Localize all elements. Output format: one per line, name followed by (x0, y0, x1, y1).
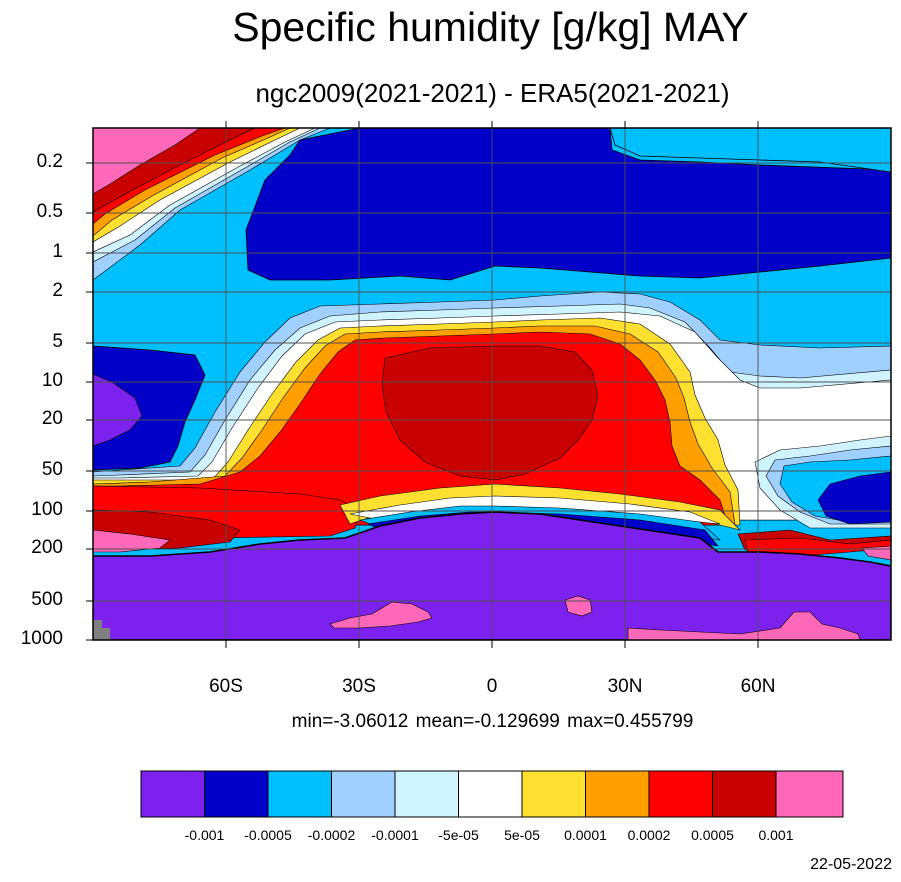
x-tick-label: 30S (342, 676, 376, 697)
colorbar-swatch-2 (204, 770, 269, 818)
x-tick-label: 60S (209, 676, 243, 697)
y-tick-label: 5 (52, 331, 63, 352)
y-tick-label: 500 (31, 589, 63, 610)
colorbar-swatch-8 (585, 770, 650, 818)
y-tick-label: 10 (41, 370, 63, 391)
chart-title: Specific humidity [g/kg] MAY (232, 4, 749, 50)
colorbar-swatch-6 (458, 770, 523, 818)
colorbar-swatch-1 (140, 770, 205, 818)
colorbar-swatch-10 (712, 770, 777, 818)
colorbar-swatch-3 (267, 770, 332, 818)
x-tick-label: 60N (740, 676, 776, 697)
y-tick-label: 2 (52, 280, 63, 301)
colorbar-label: 5e-05 (504, 827, 540, 843)
colorbar-swatch-9 (648, 770, 713, 818)
colorbar-label: 0.001 (758, 827, 794, 843)
colorbar-label: -5e-05 (438, 827, 479, 843)
y-tick-label: 0.2 (36, 151, 63, 172)
colorbar-swatch-5 (394, 770, 459, 818)
x-tick-label: 0 (486, 676, 498, 697)
colorbar-label: -0.0002 (307, 827, 356, 843)
colorbar-label: -0.0001 (371, 827, 419, 843)
colorbar (140, 770, 844, 818)
grid-lines (93, 128, 891, 640)
colorbar-label: 0.0001 (564, 827, 607, 843)
colorbar-swatch-11 (775, 770, 844, 818)
stats-line: min=-3.06012 mean=-0.129699 max=0.455799 (291, 711, 694, 732)
colorbar-label: 0.0005 (691, 827, 734, 843)
colorbar-swatch-4 (331, 770, 396, 818)
chart-subtitle: ngc2009(2021-2021) - ERA5(2021-2021) (255, 78, 730, 108)
colorbar-label: -0.0005 (244, 827, 292, 843)
colorbar-label: -0.001 (184, 827, 225, 843)
y-tick-label: 20 (41, 408, 63, 429)
y-tick-label: 50 (41, 459, 63, 480)
colorbar-swatch-7 (521, 770, 586, 818)
colorbar-label: 0.0002 (627, 827, 671, 843)
region-dark-blue-strat (245, 128, 891, 281)
y-tick-label: 100 (31, 499, 63, 520)
x-tick-label: 30N (607, 676, 643, 697)
y-tick-label: 1 (52, 241, 63, 262)
y-tick-label: 0.5 (36, 201, 63, 222)
y-tick-label: 200 (31, 537, 63, 558)
date-stamp: 22-05-2022 (810, 856, 892, 873)
tick-marks (86, 121, 759, 648)
y-tick-label: 1000 (20, 628, 63, 649)
